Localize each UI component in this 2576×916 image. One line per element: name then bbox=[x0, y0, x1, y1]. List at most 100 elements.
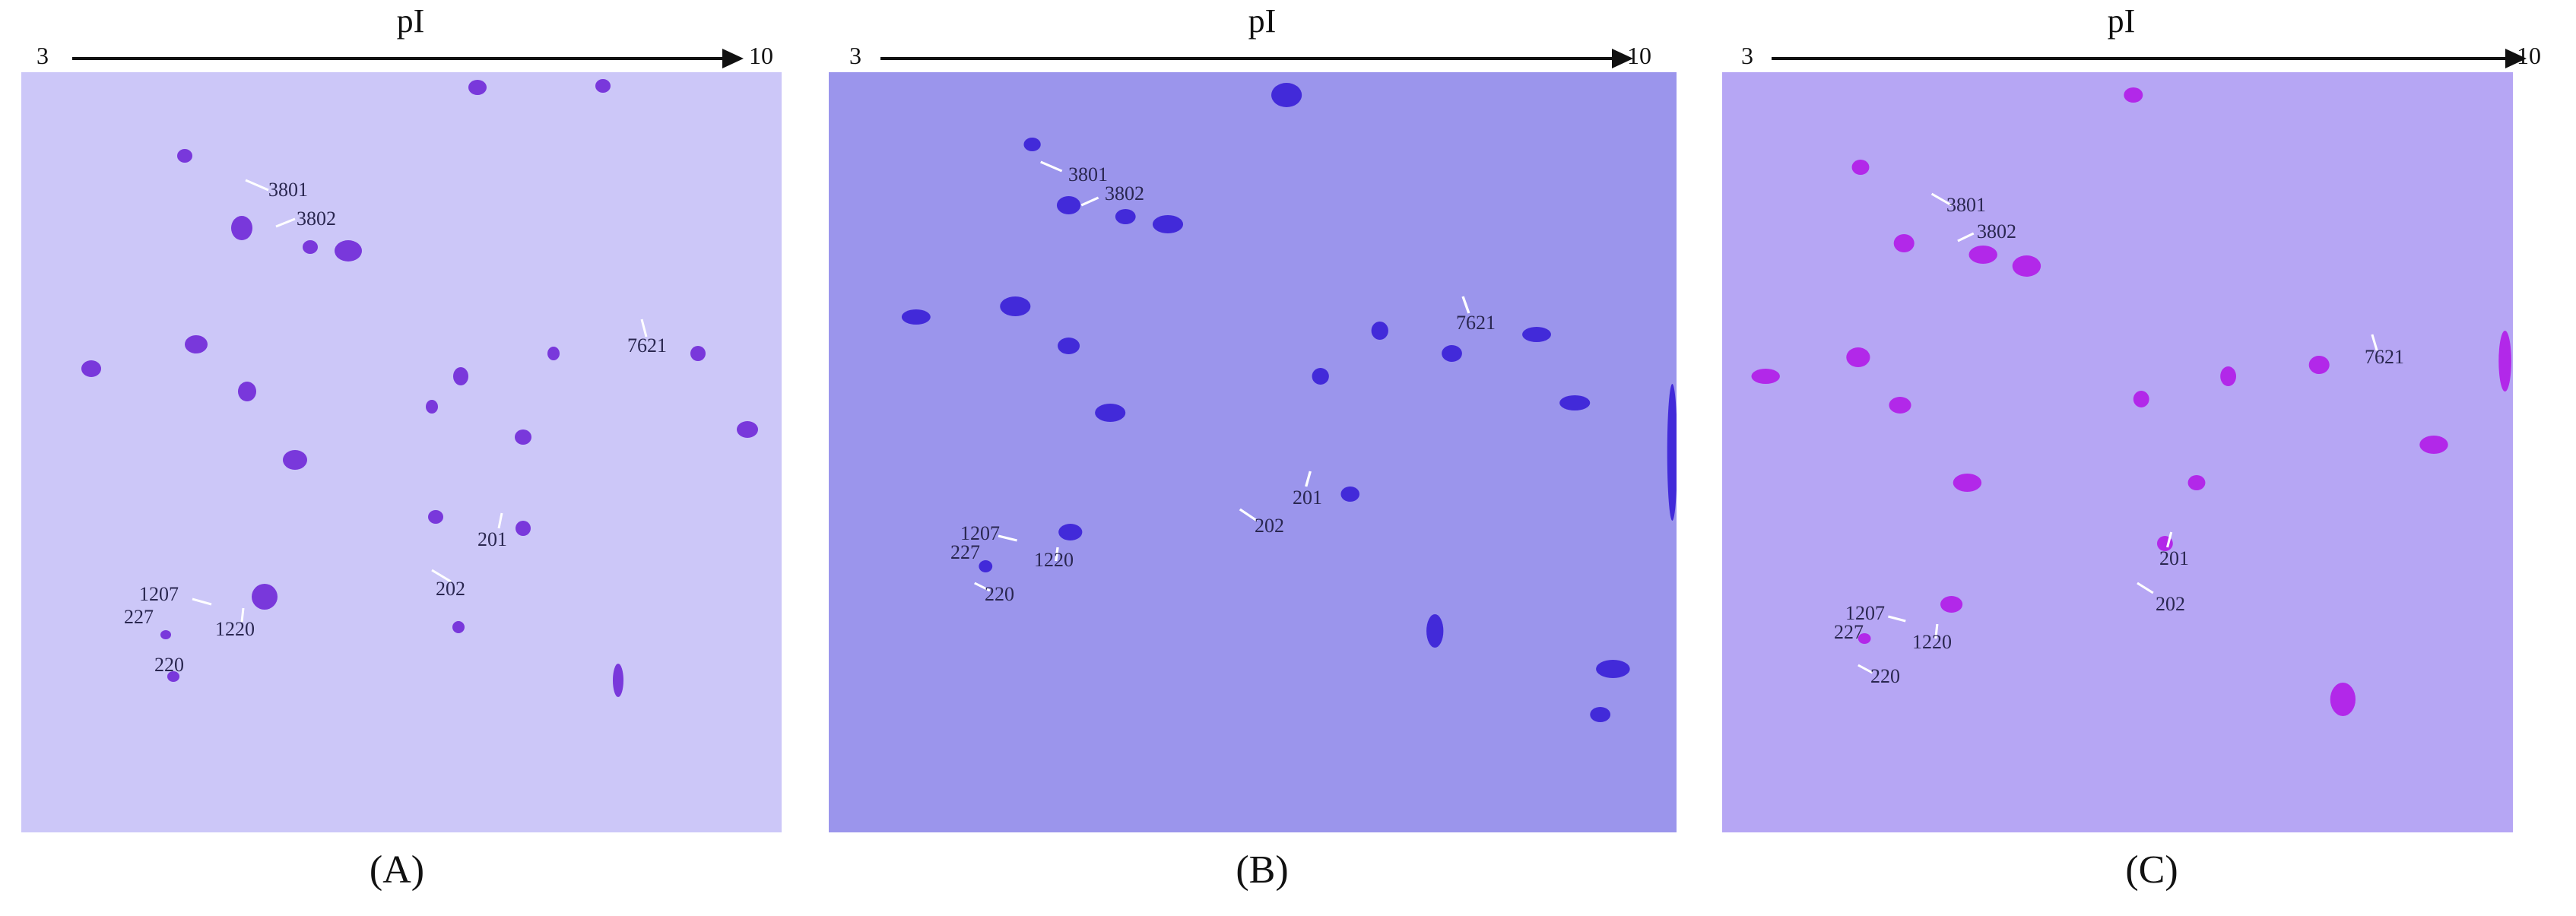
axis-min-label: 3 bbox=[849, 42, 861, 69]
spot-label-3801: 3801 bbox=[268, 179, 308, 201]
spot-arrows bbox=[973, 160, 1470, 592]
protein-spot bbox=[1115, 209, 1136, 224]
protein-spot bbox=[2498, 331, 2511, 391]
arrow bbox=[2371, 334, 2378, 351]
protein-spot bbox=[547, 347, 560, 360]
protein-spot bbox=[81, 360, 101, 377]
protein-spot bbox=[2124, 87, 2143, 103]
protein-spot bbox=[1095, 404, 1126, 422]
protein-spot bbox=[160, 630, 171, 639]
axis-title: pI bbox=[396, 2, 425, 40]
protein-spot bbox=[595, 79, 611, 93]
spot-label-7621: 7621 bbox=[2365, 346, 2404, 368]
arrow bbox=[2166, 531, 2173, 548]
protein-spot bbox=[428, 510, 443, 524]
protein-spot bbox=[1442, 345, 1462, 362]
protein-spot bbox=[1590, 707, 1611, 722]
arrow bbox=[2137, 582, 2154, 594]
protein-spot bbox=[1271, 83, 1302, 107]
spot-label-227: 227 bbox=[950, 541, 980, 563]
arrow bbox=[998, 534, 1017, 542]
protein-spot bbox=[1559, 395, 1591, 410]
arrow bbox=[1080, 196, 1099, 207]
protein-spot bbox=[468, 80, 487, 95]
protein-spot bbox=[231, 216, 252, 240]
spot-label-1207: 1207 bbox=[960, 522, 1000, 544]
protein-spot bbox=[1522, 327, 1551, 342]
gel-panel-c: pI 3 10 bbox=[1718, 0, 2570, 916]
protein-spot bbox=[335, 240, 362, 261]
axis-max-label: 10 bbox=[749, 42, 773, 69]
protein-spot bbox=[515, 429, 531, 445]
spot-arrows bbox=[192, 179, 648, 623]
spot-label-3802: 3802 bbox=[1105, 182, 1144, 204]
axis-arrowhead bbox=[2505, 49, 2527, 68]
arrow bbox=[1305, 471, 1312, 487]
spots bbox=[81, 79, 758, 697]
spot-label-1220: 1220 bbox=[215, 618, 255, 640]
gel-background bbox=[829, 72, 1677, 832]
arrow bbox=[240, 607, 245, 623]
panel-caption: (B) bbox=[1236, 848, 1289, 892]
spot-label-3801: 3801 bbox=[1946, 194, 1986, 216]
protein-spot bbox=[1667, 384, 1677, 521]
gel-panel-a: pI 3 10 bbox=[15, 0, 783, 916]
spot-label-1207: 1207 bbox=[139, 583, 179, 605]
protein-spot bbox=[2187, 475, 2206, 490]
axis-line bbox=[72, 57, 726, 60]
protein-spot bbox=[1426, 614, 1444, 648]
spot-label-201: 201 bbox=[1293, 487, 1322, 509]
arrow bbox=[640, 319, 648, 338]
protein-spot bbox=[303, 240, 318, 254]
protein-spot bbox=[252, 584, 278, 610]
arrow bbox=[1934, 623, 1939, 639]
spot-label-220: 220 bbox=[154, 654, 184, 676]
protein-spot bbox=[453, 367, 468, 385]
gel-svg bbox=[829, 72, 1677, 832]
arrow bbox=[1857, 664, 1873, 674]
protein-spot bbox=[516, 521, 531, 536]
spot-label-1207: 1207 bbox=[1845, 602, 1885, 624]
axis-min-label: 3 bbox=[36, 42, 49, 69]
axis-min-label: 3 bbox=[1741, 42, 1753, 69]
protein-spot bbox=[737, 421, 758, 438]
protein-spot bbox=[1058, 524, 1083, 540]
spot-label-227: 227 bbox=[1834, 621, 1864, 643]
spot-label-3802: 3802 bbox=[297, 208, 336, 230]
protein-spot bbox=[1893, 234, 1915, 252]
protein-spot bbox=[1851, 160, 1870, 175]
arrow bbox=[1055, 547, 1059, 562]
spot-label-201: 201 bbox=[2159, 547, 2189, 569]
spot-label-7621: 7621 bbox=[627, 334, 667, 357]
protein-spot bbox=[167, 671, 179, 682]
protein-spot bbox=[1023, 138, 1041, 151]
panel-caption: (A) bbox=[369, 848, 425, 892]
protein-spot bbox=[1058, 338, 1080, 354]
gel-background bbox=[21, 72, 782, 832]
protein-spot bbox=[426, 400, 438, 414]
axis-title: pI bbox=[1248, 2, 1277, 40]
gel-image: 3801 3802 7621 201 202 1207 227 220 1220 bbox=[829, 72, 1677, 832]
protein-spot bbox=[1857, 633, 1871, 644]
protein-spot bbox=[2419, 436, 2448, 454]
protein-spot bbox=[238, 382, 256, 401]
axis-title: pI bbox=[2107, 2, 2136, 40]
arrow bbox=[1957, 232, 1975, 242]
spot-label-201: 201 bbox=[477, 528, 507, 550]
spot-label-220: 220 bbox=[985, 583, 1014, 605]
gel-svg bbox=[1722, 72, 2513, 832]
arrow bbox=[973, 582, 991, 592]
axis-arrowhead bbox=[1612, 49, 1633, 68]
protein-spot bbox=[901, 309, 931, 325]
gel-panel-b: pI 3 10 bbox=[829, 0, 1680, 916]
protein-spot bbox=[1000, 296, 1031, 316]
spot-label-3801: 3801 bbox=[1068, 163, 1108, 185]
protein-spot bbox=[1312, 368, 1329, 385]
protein-spot bbox=[1152, 215, 1184, 233]
arrow bbox=[1461, 296, 1470, 314]
arrow bbox=[192, 597, 212, 606]
protein-spot bbox=[1846, 347, 1870, 367]
axis-line bbox=[880, 57, 1615, 60]
arrow bbox=[1040, 160, 1063, 173]
gel-background bbox=[1722, 72, 2513, 832]
